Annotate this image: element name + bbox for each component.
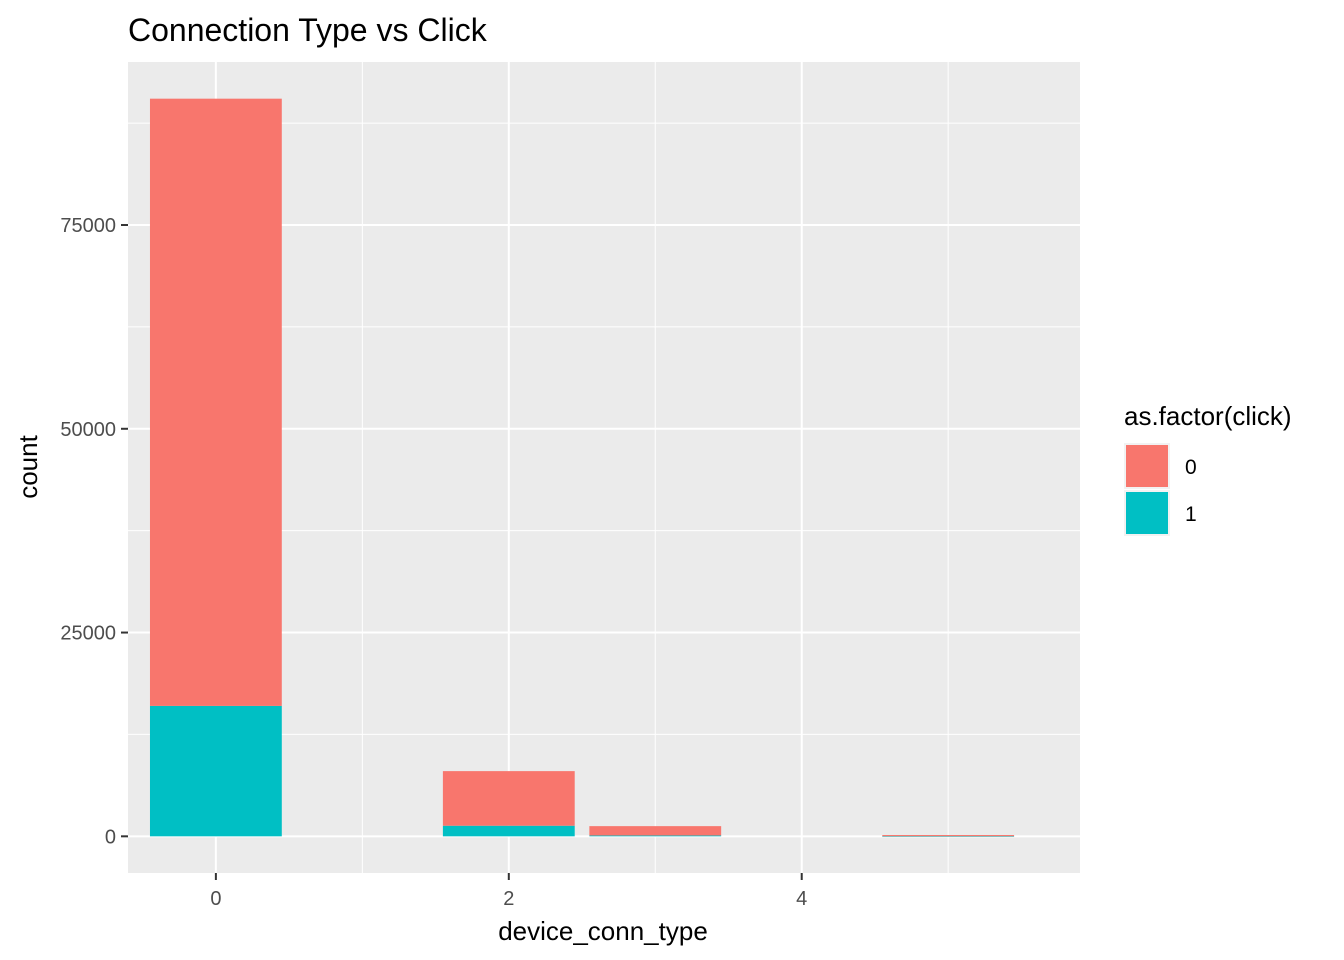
minor-gridlines bbox=[128, 62, 1080, 873]
bar-segment bbox=[589, 835, 722, 837]
y-tick-label: 25000 bbox=[60, 623, 116, 645]
legend-key-swatch bbox=[1126, 492, 1168, 534]
x-axis-title: device_conn_type bbox=[498, 916, 708, 946]
bar-segment bbox=[882, 835, 1015, 837]
bar-segment bbox=[442, 825, 575, 837]
x-tick-label: 4 bbox=[796, 888, 807, 910]
bar-segment bbox=[882, 836, 1015, 837]
plot-panel bbox=[128, 62, 1080, 873]
y-tick-label: 0 bbox=[105, 826, 116, 848]
y-tick-label: 50000 bbox=[60, 419, 116, 441]
chart-title: Connection Type vs Click bbox=[128, 12, 488, 48]
bar-segment bbox=[149, 98, 282, 706]
legend-label: 0 bbox=[1185, 456, 1197, 479]
legend-title: as.factor(click) bbox=[1124, 401, 1292, 431]
y-tick-label: 75000 bbox=[60, 215, 116, 237]
bars bbox=[149, 98, 1015, 837]
bar-segment bbox=[442, 771, 575, 826]
x-axis: 0 2 4 bbox=[210, 873, 807, 910]
legend-key-swatch bbox=[1126, 445, 1168, 487]
x-tick-label: 2 bbox=[503, 888, 514, 910]
legend-label: 1 bbox=[1185, 503, 1197, 526]
legend: as.factor(click) 0 1 bbox=[1124, 401, 1292, 536]
x-tick-label: 0 bbox=[210, 888, 221, 910]
y-axis-title: count bbox=[13, 434, 43, 498]
bar-segment bbox=[149, 705, 282, 837]
y-axis: 0 25000 50000 75000 bbox=[60, 215, 128, 848]
bar-segment bbox=[589, 826, 722, 836]
